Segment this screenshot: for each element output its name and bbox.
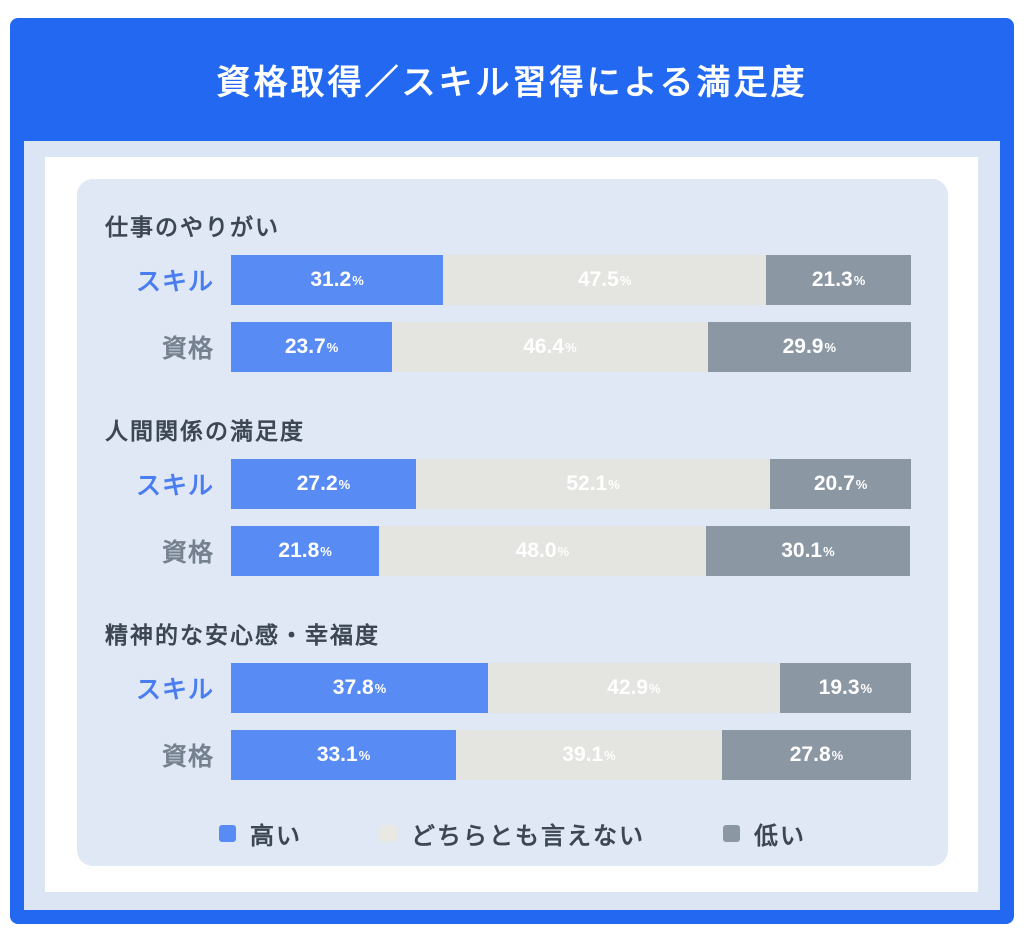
bar-value: 23.7	[284, 335, 326, 358]
legend-label: 低い	[754, 823, 806, 850]
bar-value: 21.3	[811, 268, 853, 291]
bar-segment-high: 27.2%	[231, 459, 416, 509]
outer-blue-frame: 資格取得／スキル習得による満足度 仕事のやりがい スキル 31.2% 47.5% 21.…	[10, 18, 1014, 924]
bar-track: 33.1% 39.1% 27.8%	[231, 730, 911, 780]
section-heading: 精神的な安心感・幸福度	[105, 622, 380, 648]
percent-sign: %	[860, 680, 873, 696]
chart-section: 人間関係の満足度 スキル 27.2% 52.1% 20.7% 資格 21.8% 48.0% 30…	[77, 416, 948, 576]
percent-sign: %	[358, 747, 371, 763]
percent-sign: %	[604, 747, 616, 763]
bar-value: 21.8	[278, 539, 320, 562]
bar-segment-low: 27.8%	[721, 730, 911, 780]
bar-row: 資格 21.8% 48.0% 30.1%	[77, 526, 948, 576]
bar-segment-neutral: 48.0%	[379, 526, 706, 576]
bar-segment-low: 29.9%	[707, 322, 911, 372]
bar-track: 23.7% 46.4% 29.9%	[231, 322, 911, 372]
bar-value: 20.7	[813, 472, 855, 495]
bar-track: 31.2% 47.5% 21.3%	[231, 255, 911, 305]
bar-value: 39.1	[562, 743, 604, 766]
bar-segment-high: 21.8%	[231, 526, 380, 576]
bar-segment-neutral: 39.1%	[456, 730, 722, 780]
legend-item-high: 高い	[219, 816, 302, 851]
title-band: 資格取得／スキル習得による満足度	[10, 18, 1014, 141]
bar-value: 31.2	[310, 268, 352, 291]
bar-row-label: 資格	[161, 539, 214, 567]
percent-sign: %	[374, 680, 387, 696]
bar-value: 19.3	[818, 676, 860, 699]
percent-sign: %	[824, 339, 837, 355]
bar-track: 37.8% 42.9% 19.3%	[231, 663, 911, 713]
percent-sign: %	[823, 543, 835, 559]
bar-row: スキル 37.8% 42.9% 19.3%	[77, 663, 948, 713]
legend-item-low: 低い	[723, 816, 806, 851]
percent-sign: %	[326, 339, 339, 355]
bar-value: 27.2	[296, 472, 338, 495]
bar-segment-high: 37.8%	[231, 663, 489, 713]
percent-sign: %	[352, 272, 364, 288]
bar-segment-low: 19.3%	[779, 663, 911, 713]
bar-row: スキル 31.2% 47.5% 21.3%	[77, 255, 948, 305]
section-heading: 仕事のやりがい	[105, 214, 280, 240]
chart-panel: 仕事のやりがい スキル 31.2% 47.5% 21.3% 資格 23.7% 46.4% 29.…	[77, 179, 948, 866]
percent-sign: %	[831, 747, 844, 763]
bar-value: 48.0	[515, 539, 557, 562]
section-heading: 人間関係の満足度	[105, 418, 305, 444]
percent-sign: %	[853, 272, 866, 288]
percent-sign: %	[608, 476, 620, 492]
inner-white-frame: 仕事のやりがい スキル 31.2% 47.5% 21.3% 資格 23.7% 46.4% 29.…	[45, 157, 978, 892]
bar-segment-neutral: 42.9%	[488, 663, 780, 713]
bar-row-label: 資格	[161, 335, 214, 363]
bar-value: 47.5	[577, 268, 619, 291]
percent-sign: %	[649, 680, 661, 696]
bar-value: 30.1	[781, 539, 823, 562]
bar-row-label: 資格	[161, 743, 214, 771]
bar-segment-neutral: 47.5%	[443, 255, 767, 305]
bar-segment-low: 20.7%	[770, 459, 911, 509]
bar-value: 42.9	[607, 676, 649, 699]
percent-sign: %	[855, 476, 868, 492]
legend-item-neutral: どちらとも言えない	[380, 816, 645, 851]
inner-lavender-frame: 仕事のやりがい スキル 31.2% 47.5% 21.3% 資格 23.7% 46.4% 29.…	[24, 141, 1000, 910]
bar-row: 資格 33.1% 39.1% 27.8%	[77, 730, 948, 780]
bar-segment-high: 31.2%	[231, 255, 444, 305]
bar-segment-high: 23.7%	[231, 322, 393, 372]
bar-segment-neutral: 46.4%	[392, 322, 708, 372]
bar-row-label: スキル	[135, 676, 214, 704]
legend-swatch-neutral	[380, 825, 397, 842]
percent-sign: %	[619, 272, 632, 288]
bar-row-label: スキル	[135, 268, 214, 296]
legend-label: どちらとも言えない	[411, 823, 645, 850]
legend-swatch-low	[723, 825, 740, 842]
page-title: 資格取得／スキル習得による満足度	[216, 64, 808, 102]
bar-segment-neutral: 52.1%	[415, 459, 771, 509]
bar-track: 27.2% 52.1% 20.7%	[231, 459, 911, 509]
bar-segment-low: 30.1%	[705, 526, 911, 576]
percent-sign: %	[320, 543, 332, 559]
percent-sign: %	[338, 476, 351, 492]
bar-value: 33.1	[316, 743, 358, 766]
chart-legend: 高い どちらとも言えない 低い	[77, 816, 948, 851]
legend-label: 高い	[250, 823, 302, 850]
bar-row: スキル 27.2% 52.1% 20.7%	[77, 459, 948, 509]
chart-section: 精神的な安心感・幸福度 スキル 37.8% 42.9% 19.3% 資格 33.1% 39.1…	[77, 620, 948, 780]
bar-row-label: スキル	[135, 472, 214, 500]
bar-value: 27.8	[789, 743, 831, 766]
bar-value: 29.9	[782, 335, 824, 358]
chart-sections: 仕事のやりがい スキル 31.2% 47.5% 21.3% 資格 23.7% 46.4% 29.…	[77, 212, 948, 780]
legend-swatch-high	[219, 825, 236, 842]
bar-value: 46.4	[523, 335, 565, 358]
bar-row: 資格 23.7% 46.4% 29.9%	[77, 322, 948, 372]
bar-segment-low: 21.3%	[766, 255, 911, 305]
percent-sign: %	[565, 339, 577, 355]
bar-value: 52.1	[566, 472, 608, 495]
bar-track: 21.8% 48.0% 30.1%	[231, 526, 911, 576]
percent-sign: %	[557, 543, 570, 559]
chart-section: 仕事のやりがい スキル 31.2% 47.5% 21.3% 資格 23.7% 46.4% 29.…	[77, 212, 948, 372]
bar-value: 37.8	[332, 676, 374, 699]
bar-segment-high: 33.1%	[231, 730, 457, 780]
